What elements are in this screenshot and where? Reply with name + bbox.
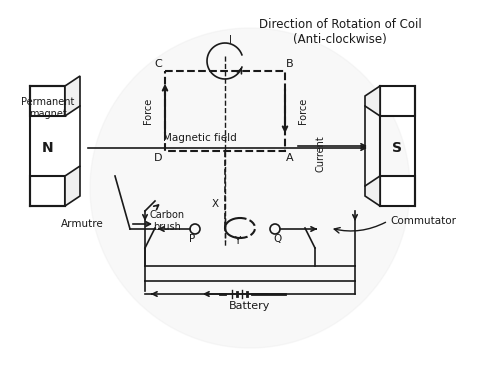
Text: B: B (286, 59, 294, 69)
Text: D: D (154, 153, 162, 163)
Polygon shape (365, 86, 380, 116)
Text: Direction of Rotation of Coil
(Anti-clockwise): Direction of Rotation of Coil (Anti-cloc… (258, 18, 422, 46)
Text: S: S (392, 141, 402, 155)
Circle shape (90, 28, 410, 348)
Text: X: X (212, 199, 218, 209)
Text: Current: Current (315, 136, 325, 172)
Polygon shape (380, 86, 415, 116)
Text: C: C (154, 59, 162, 69)
Text: A: A (286, 153, 294, 163)
Polygon shape (30, 86, 65, 116)
Text: Permanent
magnet: Permanent magnet (22, 97, 74, 119)
Text: I: I (228, 35, 232, 45)
Text: Commutator: Commutator (390, 216, 456, 226)
Polygon shape (380, 176, 415, 206)
Polygon shape (30, 176, 65, 206)
Text: Battery: Battery (230, 301, 270, 311)
Polygon shape (65, 166, 80, 206)
Text: Armutre: Armutre (60, 219, 104, 229)
Text: Carbon
brush: Carbon brush (150, 210, 184, 232)
Polygon shape (65, 76, 80, 116)
Text: Y: Y (234, 236, 240, 246)
Text: N: N (42, 141, 54, 155)
Text: P: P (189, 234, 195, 244)
Text: Q: Q (274, 234, 282, 244)
Text: Force: Force (143, 98, 153, 124)
Text: Force: Force (298, 98, 308, 124)
Text: Magnetic field: Magnetic field (163, 133, 237, 143)
Polygon shape (365, 176, 380, 206)
